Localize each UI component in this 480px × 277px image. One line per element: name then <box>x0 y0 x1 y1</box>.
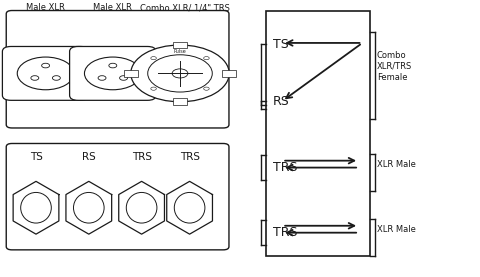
Ellipse shape <box>126 193 157 223</box>
Ellipse shape <box>174 193 205 223</box>
Circle shape <box>172 69 188 78</box>
FancyBboxPatch shape <box>6 143 229 250</box>
Text: TRS: TRS <box>180 152 200 162</box>
FancyBboxPatch shape <box>173 98 187 105</box>
FancyBboxPatch shape <box>70 47 156 100</box>
Text: RS: RS <box>273 95 289 107</box>
Circle shape <box>52 76 60 80</box>
Text: TRS: TRS <box>132 152 152 162</box>
Circle shape <box>204 57 209 60</box>
Text: TS: TS <box>30 152 42 162</box>
Text: Male XLR: Male XLR <box>26 4 65 12</box>
Circle shape <box>42 63 49 68</box>
Circle shape <box>109 63 117 68</box>
Text: TRS: TRS <box>273 226 297 239</box>
Circle shape <box>204 87 209 90</box>
Text: XLR Male: XLR Male <box>377 225 416 234</box>
FancyBboxPatch shape <box>6 11 229 128</box>
FancyBboxPatch shape <box>173 42 187 48</box>
Text: Combo
XLR/TRS
Female: Combo XLR/TRS Female <box>377 51 412 82</box>
Ellipse shape <box>21 193 51 223</box>
FancyBboxPatch shape <box>2 47 89 100</box>
Circle shape <box>151 57 156 60</box>
Circle shape <box>131 45 229 102</box>
Circle shape <box>17 57 74 90</box>
Circle shape <box>84 57 141 90</box>
Text: TS: TS <box>273 38 288 51</box>
Text: Pulse: Pulse <box>174 49 186 54</box>
Circle shape <box>120 76 128 80</box>
FancyBboxPatch shape <box>124 70 138 77</box>
Circle shape <box>31 76 39 80</box>
Circle shape <box>151 87 156 90</box>
Bar <box>266 11 370 256</box>
Text: XLR Male: XLR Male <box>377 160 416 169</box>
Text: RS: RS <box>82 152 96 162</box>
Text: Male XLR: Male XLR <box>94 4 132 12</box>
Text: TRS: TRS <box>273 161 297 174</box>
Ellipse shape <box>73 193 104 223</box>
Circle shape <box>148 55 212 92</box>
Text: Combo XLR/ 1/4" TRS: Combo XLR/ 1/4" TRS <box>140 4 230 12</box>
FancyBboxPatch shape <box>222 70 236 77</box>
Circle shape <box>98 76 106 80</box>
